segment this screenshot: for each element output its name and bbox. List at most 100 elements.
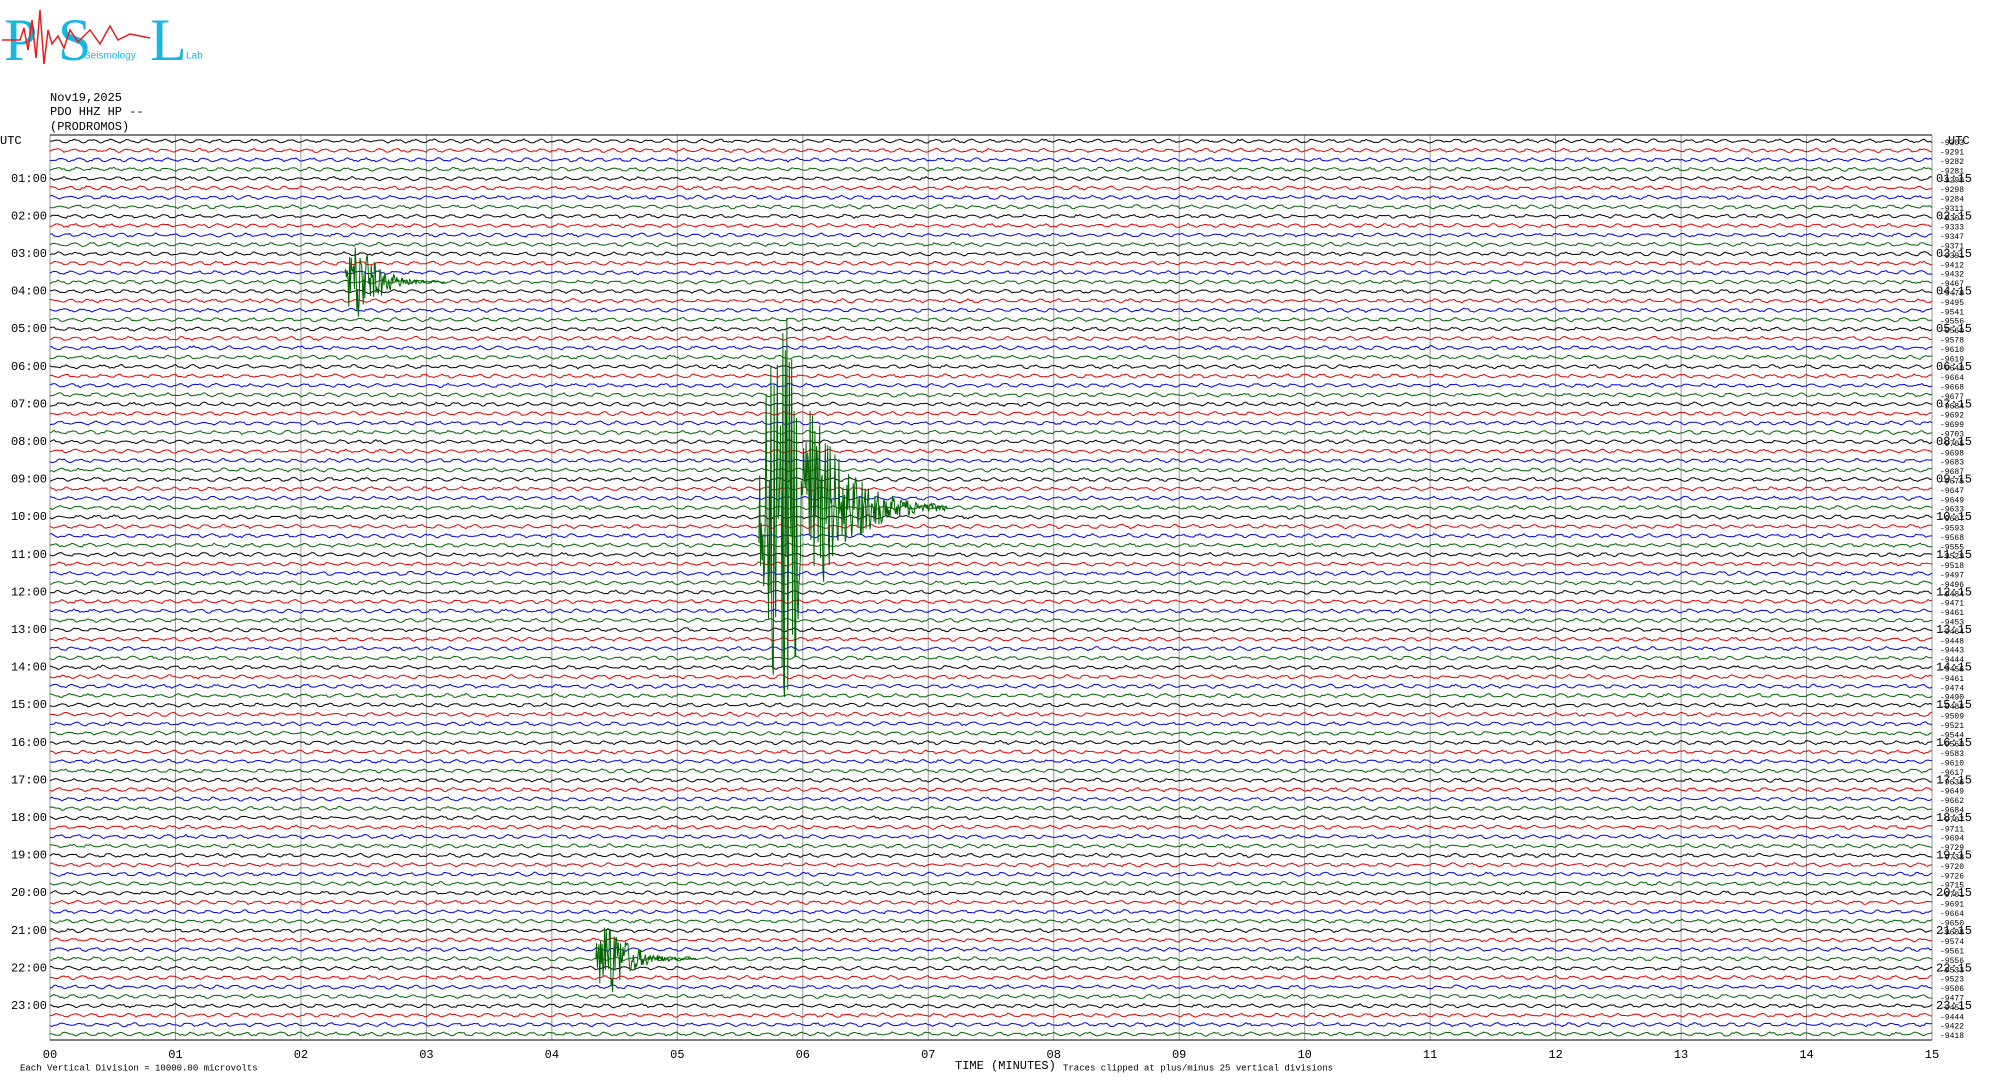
trace-label: -9610 bbox=[1940, 346, 1964, 355]
trace-label: -9418 bbox=[1940, 1032, 1964, 1041]
trace bbox=[49, 467, 1933, 473]
hour-label: 09:00 bbox=[11, 473, 47, 487]
trace-label: -9560 bbox=[1940, 327, 1964, 336]
trace-label: -9691 bbox=[1940, 901, 1964, 910]
x-axis-title: TIME (MINUTES) bbox=[955, 1059, 1056, 1073]
trace bbox=[49, 862, 1933, 868]
trace bbox=[49, 194, 1933, 201]
x-tick-label: 02 bbox=[294, 1048, 308, 1062]
logo-letter: S bbox=[58, 7, 91, 73]
trace bbox=[49, 138, 1933, 144]
trace bbox=[49, 984, 1933, 990]
trace bbox=[49, 617, 1933, 624]
trace bbox=[49, 175, 1933, 182]
site: (PRODROMOS) bbox=[50, 120, 129, 134]
event bbox=[344, 247, 446, 317]
trace bbox=[49, 326, 1933, 332]
hour-label: 03:00 bbox=[11, 247, 47, 261]
trace-label: -9506 bbox=[1940, 985, 1964, 994]
trace bbox=[49, 580, 1933, 586]
hour-label: 18:15 bbox=[1936, 811, 1972, 825]
clip-note: Traces clipped at plus/minus 25 vertical… bbox=[1063, 1063, 1333, 1073]
trace-label: -9729 bbox=[1940, 844, 1964, 853]
trace-label: -9698 bbox=[1940, 449, 1964, 458]
trace bbox=[49, 730, 1933, 736]
trace-label: -9726 bbox=[1940, 872, 1964, 881]
trace bbox=[49, 1031, 1933, 1037]
trace-label: -9683 bbox=[1940, 459, 1964, 468]
trace bbox=[49, 241, 1933, 248]
trace-label: -9307 bbox=[1940, 214, 1964, 223]
trace bbox=[49, 636, 1933, 642]
hour-label: 04:00 bbox=[11, 285, 47, 299]
trace bbox=[49, 1021, 1933, 1028]
x-tick-label: 00 bbox=[43, 1048, 57, 1062]
logo-letter: L bbox=[150, 7, 187, 73]
hour-label: 13:00 bbox=[11, 623, 47, 637]
trace-label: -9333 bbox=[1940, 224, 1964, 233]
trace-label: -9541 bbox=[1940, 308, 1964, 317]
trace bbox=[49, 476, 1933, 483]
trace bbox=[49, 702, 1933, 708]
date: Nov19,2025 bbox=[50, 91, 122, 105]
trace bbox=[49, 711, 1933, 718]
trace-label: -9496 bbox=[1940, 581, 1964, 590]
trace bbox=[49, 448, 1933, 454]
trace bbox=[49, 561, 1933, 567]
trace bbox=[49, 993, 1933, 1000]
hour-label: 17:00 bbox=[11, 773, 47, 787]
right-axis-title: UTC bbox=[1948, 134, 1970, 148]
event bbox=[595, 927, 697, 993]
trace-label: -9311 bbox=[1940, 205, 1964, 214]
trace bbox=[49, 316, 1933, 323]
x-tick-label: 01 bbox=[168, 1048, 182, 1062]
trace-label: -9291 bbox=[1940, 149, 1964, 158]
trace-label: -9521 bbox=[1940, 722, 1964, 731]
hour-label: 10:15 bbox=[1936, 510, 1972, 524]
trace bbox=[49, 504, 1933, 511]
trace bbox=[49, 542, 1932, 548]
trace bbox=[49, 298, 1933, 304]
x-tick-label: 08 bbox=[1047, 1048, 1061, 1062]
station: PDO HHZ HP -- bbox=[50, 105, 144, 119]
x-tick-label: 07 bbox=[921, 1048, 935, 1062]
trace bbox=[49, 1012, 1933, 1018]
x-tick-label: 13 bbox=[1674, 1048, 1688, 1062]
trace bbox=[49, 758, 1933, 765]
trace-label: -9444 bbox=[1940, 1013, 1964, 1022]
hour-label: 10:00 bbox=[11, 510, 47, 524]
trace bbox=[49, 664, 1933, 671]
trace-label: -9692 bbox=[1940, 412, 1964, 421]
trace-label: -9282 bbox=[1940, 158, 1964, 167]
x-tick-label: 09 bbox=[1172, 1048, 1186, 1062]
trace-label: -9495 bbox=[1940, 299, 1964, 308]
trace bbox=[49, 796, 1933, 802]
trace-label: -9684 bbox=[1940, 807, 1964, 816]
hour-label: 14:15 bbox=[1936, 661, 1972, 675]
trace-label: -9444 bbox=[1940, 656, 1964, 665]
hour-label: 04:15 bbox=[1936, 285, 1972, 299]
hour-label: 12:15 bbox=[1936, 585, 1972, 599]
hour-label: 07:15 bbox=[1936, 397, 1972, 411]
trace bbox=[49, 721, 1933, 727]
trace-label: -9633 bbox=[1940, 506, 1964, 515]
trace bbox=[49, 843, 1933, 849]
trace-label: -9529 bbox=[1940, 553, 1964, 562]
trace bbox=[49, 354, 1933, 360]
trace-label: -9677 bbox=[1940, 393, 1964, 402]
hour-label: 06:15 bbox=[1936, 360, 1972, 374]
trace-label: -9636 bbox=[1940, 778, 1964, 787]
hour-label: 21:00 bbox=[11, 924, 47, 938]
trace-label: -9738 bbox=[1940, 854, 1964, 863]
trace-label: -9298 bbox=[1940, 186, 1964, 195]
hour-label: 11:15 bbox=[1936, 548, 1972, 562]
trace-label: -9432 bbox=[1940, 271, 1964, 280]
hour-label: 13:15 bbox=[1936, 623, 1972, 637]
trace-label: -9593 bbox=[1940, 525, 1964, 534]
trace bbox=[49, 683, 1933, 689]
trace-label: -9464 bbox=[1940, 628, 1964, 637]
trace-label: -9456 bbox=[1940, 666, 1964, 675]
trace-label: -9711 bbox=[1940, 825, 1964, 834]
